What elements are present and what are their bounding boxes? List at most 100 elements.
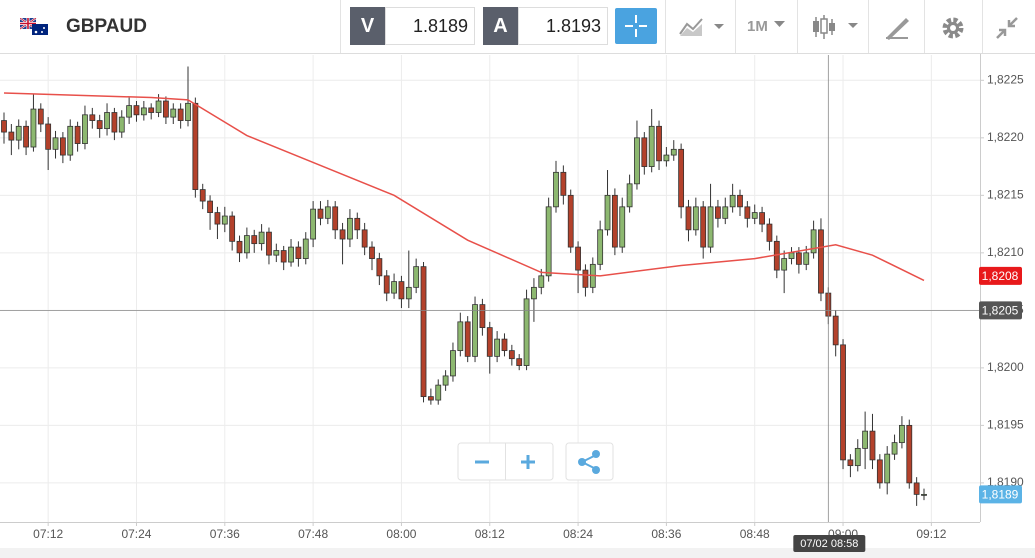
candle-body [148, 107, 155, 113]
x-tick-label: 08:00 [386, 527, 416, 541]
candle-body [832, 315, 839, 346]
candle-body [52, 137, 59, 150]
ask-label[interactable]: A [483, 7, 518, 45]
bid-price[interactable]: 1.8189 [385, 7, 475, 45]
crosshair-time-label: 07/02 08:58 [800, 538, 858, 550]
candle-body [641, 137, 648, 167]
x-tick-label: 07:48 [298, 527, 328, 541]
candle-body [508, 350, 515, 360]
candle-body [199, 189, 206, 202]
candle-body [450, 350, 456, 377]
candle-body [140, 107, 147, 116]
candle-body [8, 131, 15, 141]
chart-type-button[interactable] [678, 16, 728, 38]
candle-body [810, 229, 817, 254]
collapse-button[interactable] [995, 16, 1019, 40]
candle-body [133, 105, 140, 116]
candle-body [494, 338, 501, 357]
candle-body [347, 217, 353, 240]
candle-body [921, 493, 927, 496]
candle-body [766, 223, 773, 242]
candle-body [243, 235, 250, 254]
candle-body [361, 229, 368, 248]
candle-style-button[interactable] [812, 13, 860, 41]
ma-price-tag [979, 266, 1022, 285]
candle-body [538, 275, 545, 288]
candle-body [1, 120, 7, 133]
x-tick-label: 07:24 [121, 527, 151, 541]
zoom-in-button[interactable] [521, 455, 535, 469]
crosshair-time-tag [793, 535, 866, 552]
candle-body [391, 281, 397, 294]
candle-body [795, 252, 802, 265]
candle-body [457, 321, 464, 352]
candle-body [126, 105, 133, 118]
zoom-controls [457, 442, 614, 481]
y-tick-label: 1,8220 [987, 130, 1024, 144]
candle-body [89, 114, 96, 121]
candle-body [501, 338, 508, 352]
footer-strip [0, 548, 1035, 558]
ask-price[interactable]: 1.8193 [518, 7, 608, 45]
candle-body [192, 102, 199, 190]
candle-body [427, 396, 434, 401]
dropdown-arrow [774, 21, 785, 27]
candle-body [737, 194, 743, 208]
candle-body [435, 384, 442, 401]
candle-body [74, 125, 81, 144]
candle-body [96, 120, 103, 130]
candle-body [82, 114, 88, 144]
candle-body [354, 217, 361, 231]
candle-body [221, 215, 228, 225]
candle-body [45, 123, 52, 150]
candle-body [634, 137, 640, 185]
candle-body [177, 108, 184, 121]
candle-body [170, 108, 177, 118]
candle-body [523, 298, 530, 366]
candle-body [840, 344, 846, 461]
candle-body [30, 108, 37, 148]
candle-body [751, 212, 758, 219]
candle-body [545, 206, 552, 277]
candle-body [744, 206, 751, 219]
candle-body [295, 246, 302, 259]
candle-body [111, 112, 118, 133]
candle-body [803, 252, 810, 265]
crosshair-button[interactable] [615, 8, 657, 44]
candle-body [884, 453, 891, 484]
candle-body [369, 246, 375, 259]
bid-label[interactable]: V [350, 7, 385, 45]
y-tick-label: 1,8210 [987, 245, 1024, 259]
candle-body [59, 137, 66, 156]
candle-body [405, 286, 412, 300]
x-tick-label: 08:48 [740, 527, 770, 541]
candle-body [302, 238, 309, 259]
candle-body [288, 246, 294, 263]
candle-body [891, 442, 898, 455]
candle-body [207, 200, 213, 213]
candle-body [715, 206, 721, 219]
candle-body [759, 212, 765, 225]
candle-body [899, 424, 905, 444]
candle-body [722, 206, 729, 219]
candle-body [619, 206, 626, 248]
candle-body [692, 206, 699, 231]
draw-tool-button[interactable] [884, 14, 910, 40]
last-price-tag-label: 1,8189 [982, 488, 1019, 502]
settings-button[interactable] [940, 15, 966, 41]
ma-price-tag-label: 1,8208 [982, 269, 1019, 283]
candle-body [398, 281, 405, 300]
candle-body [104, 112, 110, 130]
candle-body [560, 171, 567, 196]
candle-body [913, 482, 920, 495]
candle-body [332, 206, 339, 231]
interval-button[interactable]: 1M [747, 18, 768, 35]
share-button[interactable] [578, 450, 600, 474]
candle-body [310, 208, 317, 240]
candle-body [862, 430, 869, 449]
candle-body [700, 206, 707, 248]
flag-icon [20, 18, 48, 35]
candle-body [163, 100, 169, 118]
candle-body [229, 215, 236, 242]
